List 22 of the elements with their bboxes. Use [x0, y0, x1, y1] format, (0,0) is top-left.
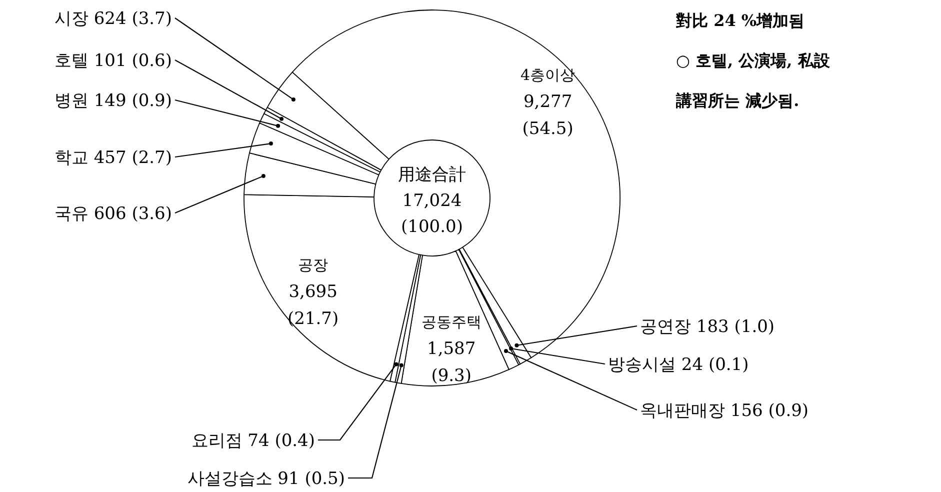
- slice-label: 병원 149 (0.9): [54, 91, 172, 111]
- slice-label: 호텔 101 (0.6): [54, 51, 172, 71]
- slice-label: 공동주택: [421, 312, 482, 331]
- slice-label: 공장: [298, 256, 328, 274]
- text: (100.0): [401, 217, 463, 237]
- slice-label: 학교 457 (2.7): [54, 148, 172, 168]
- data-label: 9,277 (54.5): [522, 92, 574, 140]
- text: 用途合計: [398, 165, 466, 185]
- data-label: 3,695 (21.7): [287, 282, 339, 330]
- slice-label: 방송시설 24 (0.1): [608, 355, 749, 375]
- slice-label: 옥내판매장 156 (0.9): [640, 401, 809, 421]
- text: 講習所는 減少됨.: [675, 91, 800, 110]
- text: 17,024: [402, 191, 462, 211]
- slice-label: 시장 624 (3.7): [54, 9, 172, 29]
- text: ○ 호텔, 公演場, 私設: [676, 51, 831, 70]
- slice-label: 사설강습소 91 (0.5): [187, 469, 345, 489]
- slice-label: 공연장 183 (1.0): [640, 317, 775, 337]
- slice-label: 4층이상: [520, 66, 576, 84]
- text: 對比 24 %增加됨: [675, 11, 805, 30]
- slice-label: 요리점 74 (0.4): [191, 431, 315, 451]
- slice-label: 국유 606 (3.6): [54, 204, 172, 224]
- data-label: 1,587 (9.3): [427, 338, 476, 386]
